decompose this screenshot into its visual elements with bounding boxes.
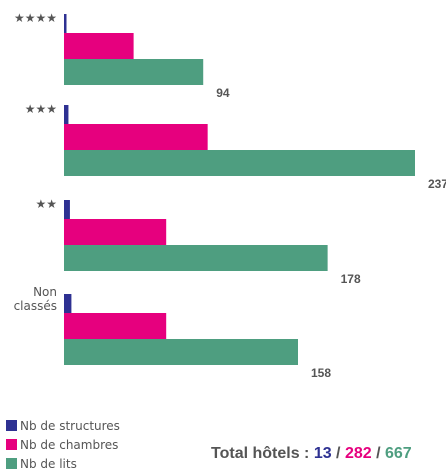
chart-legend: Nb de structures Nb de chambres Nb de li… — [6, 416, 120, 473]
legend-label-structures: Nb de structures — [20, 418, 120, 433]
total-lits: 667 — [385, 445, 412, 462]
total-hotels: Total hôtels : 13 / 282 / 667 — [211, 445, 412, 463]
legend-item-structures: Nb de structures — [6, 416, 120, 435]
value-label-lits-1: 237 — [428, 177, 446, 191]
bar-structures-2 — [64, 200, 70, 220]
total-structures: 13 — [313, 445, 332, 462]
bar-chambres-0 — [64, 33, 134, 59]
bar-chambres-1 — [64, 124, 208, 150]
bar-structures-3 — [64, 294, 72, 314]
value-label-lits-2: 178 — [341, 272, 361, 286]
bar-group-3: Nonclassés569158 — [14, 285, 332, 380]
total-separator-1: / — [331, 445, 345, 462]
legend-swatch-structures — [6, 420, 17, 431]
bar-chambres-2 — [64, 219, 167, 245]
bar-lits-2 — [64, 245, 328, 271]
category-label-0: ★★★★ — [14, 11, 57, 25]
legend-label-lits: Nb de lits — [20, 456, 77, 471]
category-label-2: ★★ — [35, 197, 57, 211]
total-separator-2: / — [371, 445, 385, 462]
legend-swatch-chambres — [6, 439, 17, 450]
legend-swatch-lits — [6, 458, 17, 469]
bar-group-1: ★★★397237 — [25, 102, 446, 191]
bar-lits-0 — [64, 59, 204, 85]
bar-structures-1 — [64, 105, 69, 125]
legend-item-lits: Nb de lits — [6, 454, 120, 473]
legend-item-chambres: Nb de chambres — [6, 435, 120, 454]
bar-structures-0 — [64, 14, 67, 34]
value-label-lits-0: 94 — [216, 86, 230, 100]
bar-chambres-3 — [64, 313, 167, 339]
bar-group-0: ★★★★14794 — [14, 11, 230, 100]
category-label-3: Non classés — [14, 285, 57, 313]
value-label-lits-3: 158 — [311, 366, 331, 380]
legend-label-chambres: Nb de chambres — [20, 437, 119, 452]
total-chambres: 282 — [344, 445, 372, 462]
category-label-1: ★★★ — [25, 102, 57, 116]
total-label: Total hôtels : — [211, 445, 314, 462]
bar-lits-3 — [64, 339, 298, 365]
bar-group-2: ★★469178 — [35, 197, 360, 286]
bar-lits-1 — [64, 150, 415, 176]
hotel-bar-chart: ★★★★14794★★★397237★★469178Nonclassés5691… — [14, 11, 446, 380]
